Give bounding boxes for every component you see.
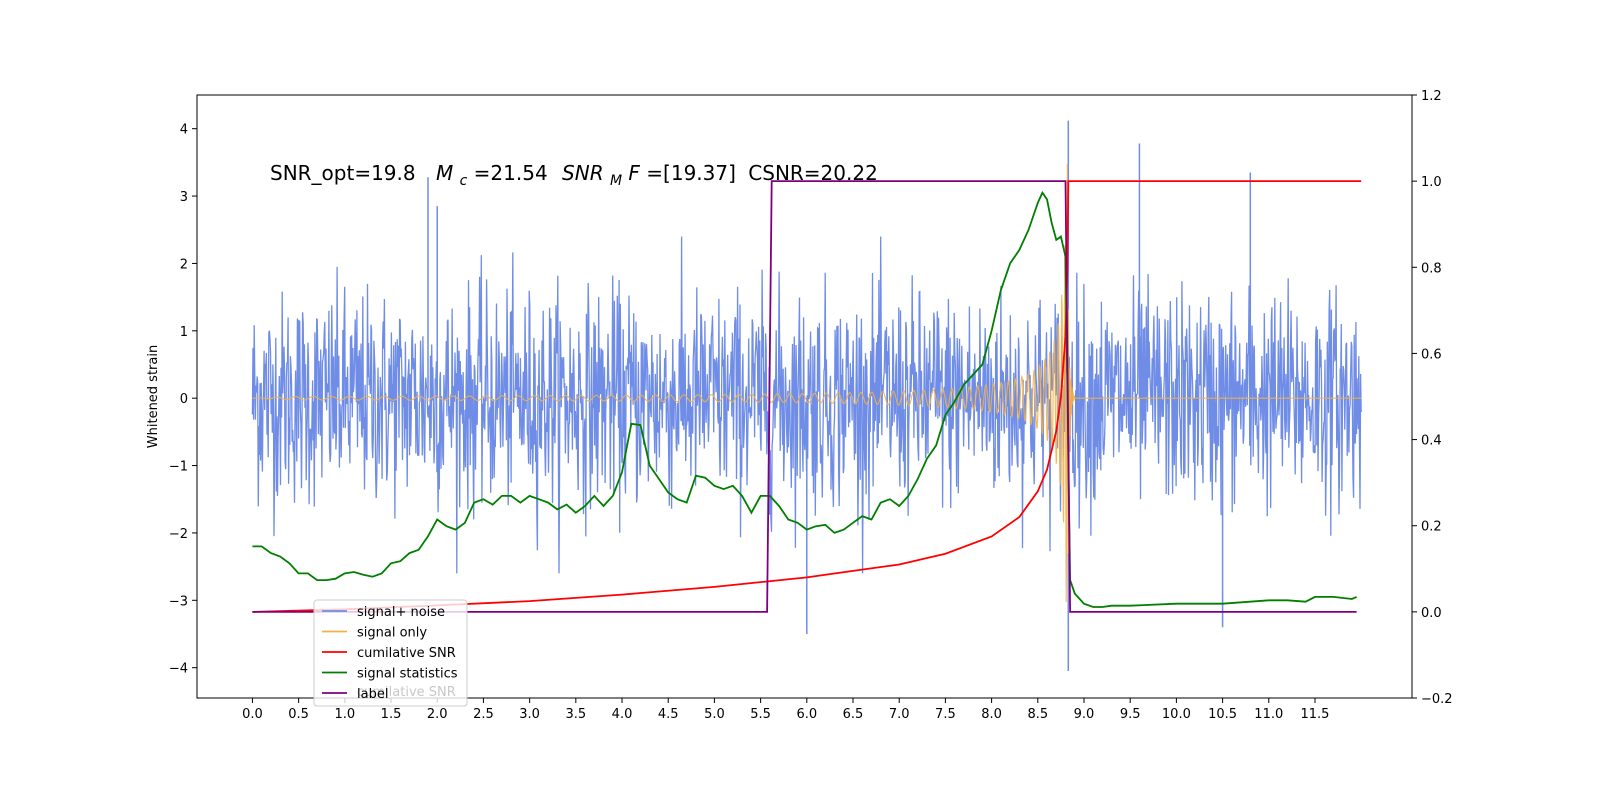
- x-tick-label: 0.0: [242, 707, 263, 722]
- mc-subscript: c: [460, 173, 468, 189]
- y-tick-label-left: −3: [169, 594, 188, 609]
- x-tick-label: 9.5: [1120, 707, 1141, 722]
- legend-ghost-text: cumilative SNR: [357, 685, 456, 700]
- x-tick-label: 10.5: [1208, 707, 1237, 722]
- y-tick-label-left: 0: [180, 392, 188, 407]
- x-tick-label: 3.0: [519, 707, 540, 722]
- legend-label: signal only: [357, 626, 427, 641]
- y-tick-label-left: 4: [180, 123, 188, 138]
- x-tick-label: 1.5: [381, 707, 402, 722]
- x-tick-label: 7.5: [935, 707, 956, 722]
- x-tick-label: 8.5: [1027, 707, 1048, 722]
- x-tick-label: 1.0: [334, 707, 355, 722]
- legend-box: [313, 599, 468, 707]
- x-tick-label: 5.0: [704, 707, 725, 722]
- snrmf-value: =[19.37]: [646, 161, 736, 185]
- plot-area: [251, 120, 1362, 672]
- series-signal-statistics: [252, 190, 1357, 608]
- y-tick-label-left: −4: [169, 662, 188, 677]
- y-axis-label: Whitened strain: [146, 345, 161, 448]
- y-tick-label-right: −0.2: [1421, 692, 1453, 707]
- x-tick-label: 10.0: [1162, 707, 1191, 722]
- x-tick-label: 2.5: [473, 707, 494, 722]
- legend-label: label: [357, 687, 388, 702]
- mc-value: =21.54: [474, 161, 548, 185]
- y-tick-label-left: 2: [180, 257, 188, 272]
- x-tick-label: 11.0: [1254, 707, 1283, 722]
- y-tick-label-right: 1.2: [1421, 89, 1442, 104]
- x-tick-label: 0.5: [288, 707, 309, 722]
- x-tick-label: 5.5: [750, 707, 771, 722]
- snr-opt-text: SNR_opt=19.8: [270, 161, 416, 185]
- series-signal-only: [252, 163, 1362, 603]
- mc-symbol: M: [436, 161, 453, 185]
- y-tick-label-right: 0.0: [1421, 606, 1442, 621]
- y-tick-label-right: 0.8: [1421, 261, 1442, 276]
- legend-label: signal+ noise: [357, 605, 445, 620]
- legend-label: cumilative SNR: [357, 646, 456, 661]
- axes-frame: [196, 94, 1413, 699]
- y-tick-label-right: 1.0: [1421, 175, 1442, 190]
- series-label: [252, 180, 1357, 613]
- y-tick-label-right: 0.4: [1421, 434, 1442, 449]
- snr-annotation: SNR_opt=19.8 M c =21.54 SNR M F =[19.37]…: [270, 161, 878, 190]
- snrmf-symbol: SNR: [562, 161, 604, 185]
- legend: cumilative SNR signal+ noise signal only cu…: [313, 599, 468, 707]
- x-tick-label: 4.0: [612, 707, 633, 722]
- y-tick-label-left: −2: [169, 527, 188, 542]
- y-tick-label-right: 0.2: [1421, 520, 1442, 535]
- y-tick-label-left: 3: [180, 190, 188, 205]
- x-tick-label: 9.0: [1074, 707, 1095, 722]
- csnr-text: CSNR=20.22: [748, 161, 878, 185]
- y-axis-left: 4 3 2 1 0 −1 −2 −3 −4: [169, 123, 197, 677]
- series-cumulative-snr: [252, 180, 1362, 613]
- x-tick-label: 6.0: [796, 707, 817, 722]
- x-tick-label: 11.5: [1301, 707, 1330, 722]
- x-tick-label: 3.5: [565, 707, 586, 722]
- legend-label: signal statistics: [357, 667, 458, 682]
- y-tick-label-left: −1: [169, 460, 188, 475]
- x-tick-label: 2.0: [427, 707, 448, 722]
- y-axis-right: 1.2 1.0 0.8 0.6 0.4 0.2 0.0 −0.2: [1412, 89, 1453, 707]
- x-tick-label: 7.0: [889, 707, 910, 722]
- y-tick-label-left: 1: [180, 325, 188, 340]
- x-tick-label: 8.0: [981, 707, 1002, 722]
- x-tick-label: 4.5: [658, 707, 679, 722]
- x-tick-label: 6.5: [843, 707, 864, 722]
- y-tick-label-right: 0.6: [1421, 347, 1442, 362]
- snrmf-subscript: M: [610, 173, 622, 189]
- snrmf-f: F: [628, 161, 640, 185]
